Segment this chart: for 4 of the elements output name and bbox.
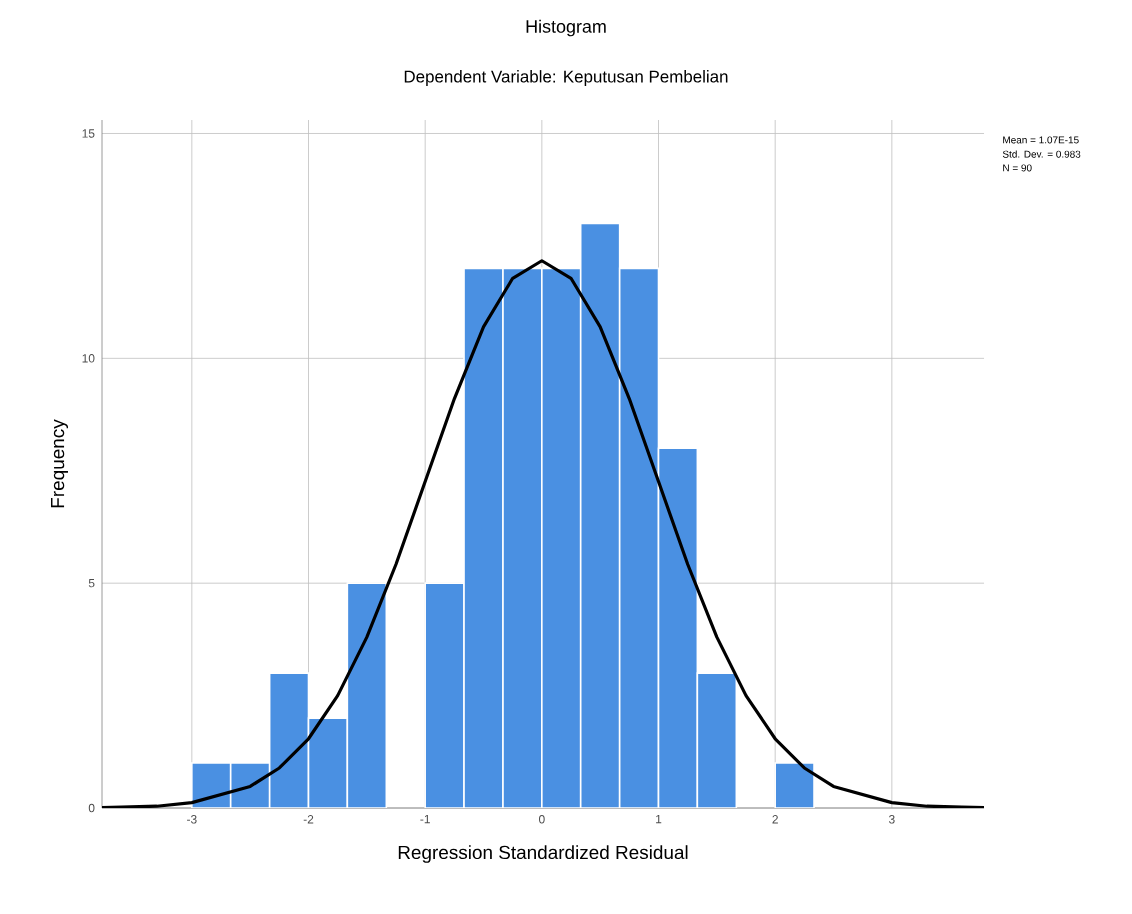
chart-subtitle: Dependent Variable: Keputusan Pembelian (404, 70, 728, 86)
chart-title: Histogram (526, 19, 606, 37)
x-axis-title: Regression Standardized Residual (398, 845, 688, 863)
y-axis-title: Frequency (51, 419, 68, 508)
